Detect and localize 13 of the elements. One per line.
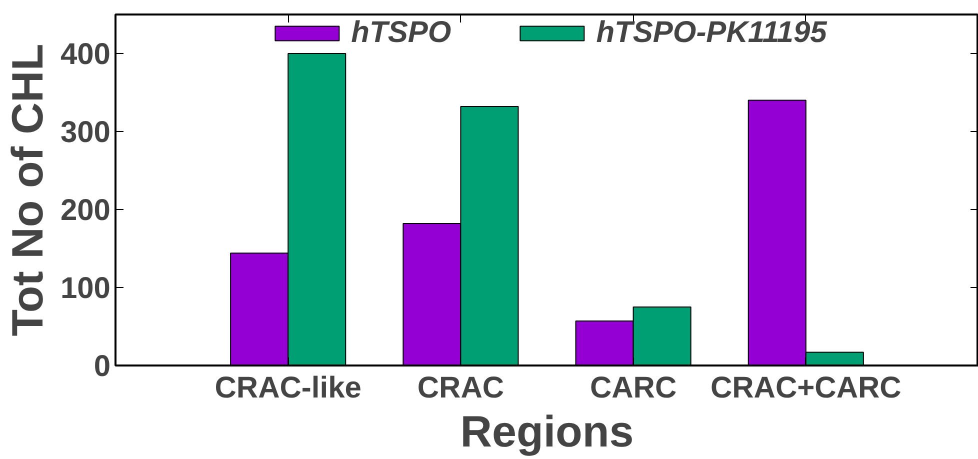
y-axis-title: Tot No of CHL (3, 44, 52, 336)
x-tick-label: CRAC (417, 372, 504, 404)
y-tick-label: 0 (94, 350, 111, 383)
y-tick-label: 200 (60, 194, 111, 227)
x-tick-label: CRAC+CARC (710, 372, 902, 404)
y-tick-label: 400 (60, 38, 111, 71)
x-tick-label: CRAC-like (214, 372, 362, 404)
x-axis-title: Regions (460, 408, 634, 456)
y-tick-label: 300 (60, 116, 111, 149)
legend-label: hTSPO (351, 16, 452, 50)
legend-label: hTSPO-PK11195 (596, 16, 827, 50)
y-tick-label: 100 (60, 272, 111, 305)
x-tick-label: CARC (590, 372, 677, 404)
